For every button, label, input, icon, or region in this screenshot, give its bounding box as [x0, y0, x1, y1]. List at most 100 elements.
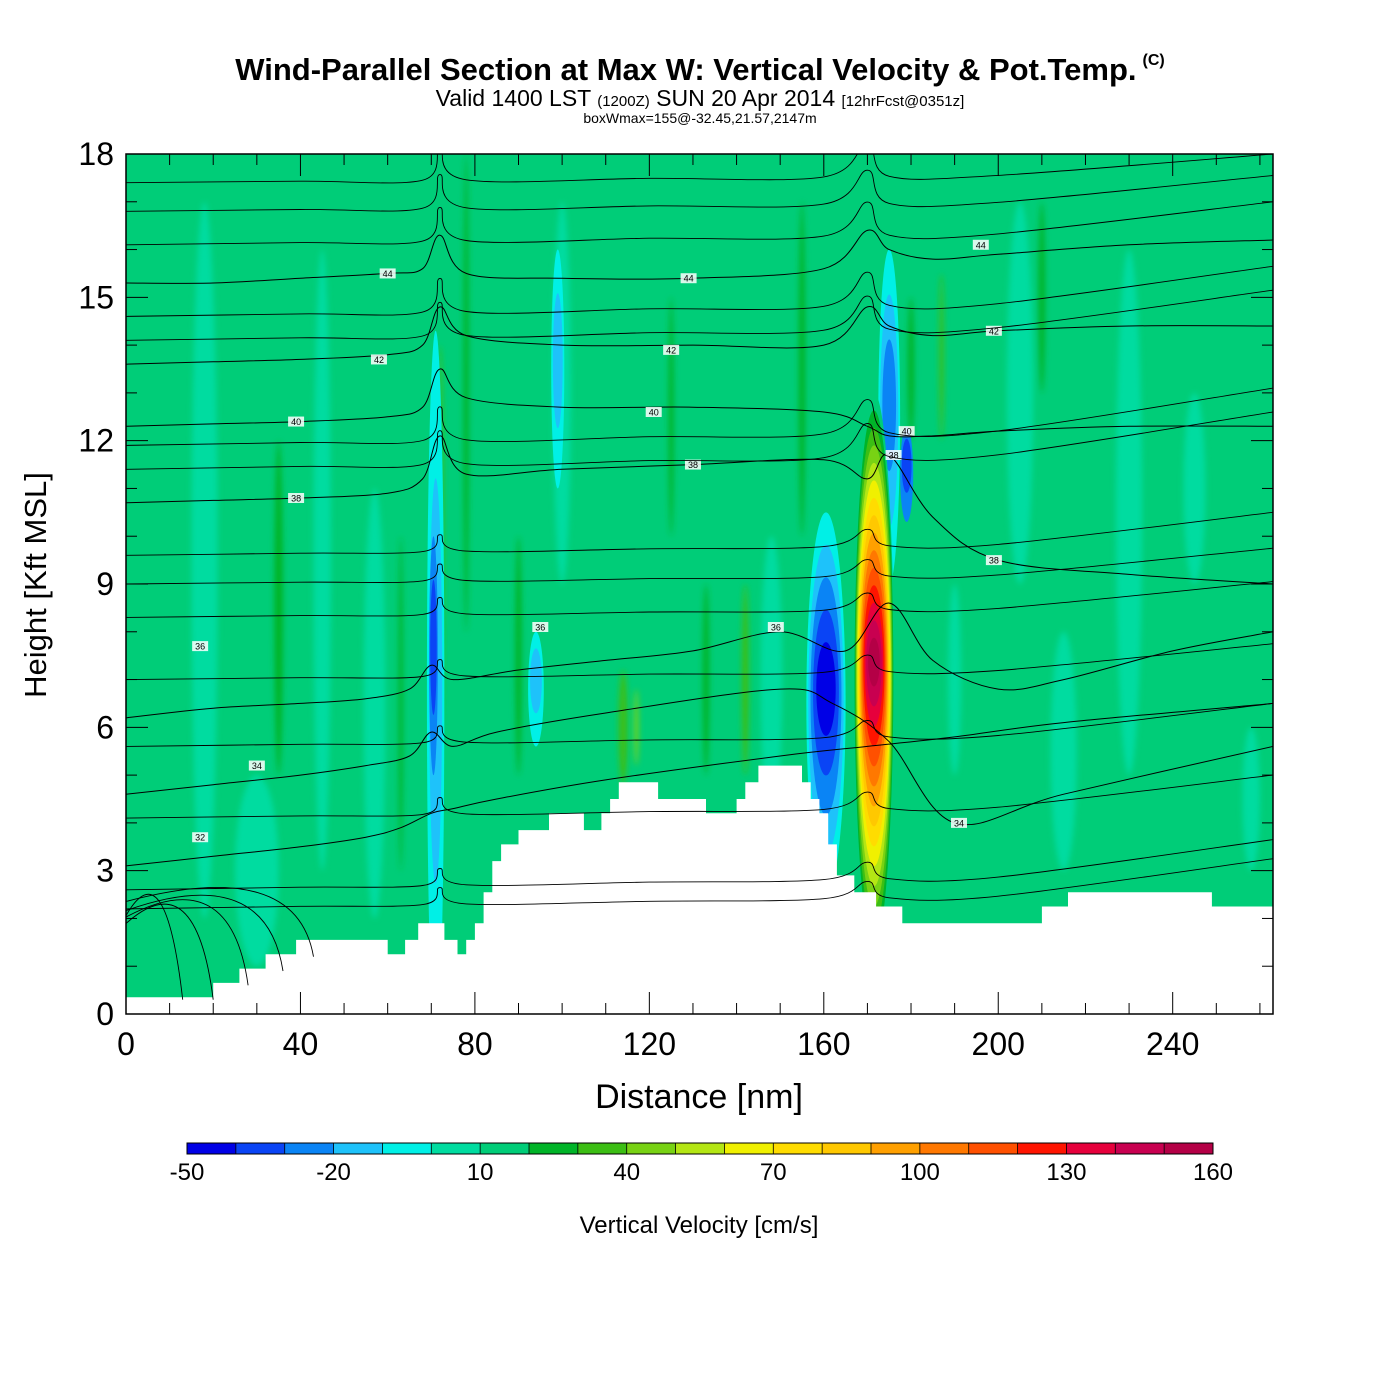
- field-streak: [1050, 631, 1077, 871]
- isentrope-label-text: 36: [771, 623, 781, 633]
- downdraft-streak-upper: [551, 249, 565, 489]
- isentrope-line: [126, 265, 1273, 317]
- isentrope-label: 34: [248, 760, 265, 771]
- field-streak: [668, 297, 674, 537]
- field-streak: [742, 584, 749, 776]
- isentrope-label-bg: [985, 555, 1002, 566]
- isentrope-label: 42: [985, 325, 1002, 336]
- contour-band: [816, 642, 836, 736]
- colorbar-swatch: [773, 1143, 823, 1154]
- isentrope-label-bg: [645, 407, 662, 417]
- isentrope-low: [126, 893, 184, 1000]
- field-streaks: [191, 154, 1260, 967]
- colorbar-swatch: [822, 1143, 872, 1154]
- x-tick-label: 40: [283, 1026, 319, 1062]
- isentrope-label-text: 38: [688, 460, 698, 470]
- colorbar-swatch: [1164, 1143, 1214, 1154]
- isentrope-line: [126, 547, 1273, 585]
- isentrope-line: [126, 643, 1273, 681]
- isentrope-label-bg: [680, 273, 697, 284]
- isentrope-label-text: 32: [195, 833, 205, 843]
- isentrope-label-text: 44: [383, 269, 393, 279]
- colorbar-swatch: [1115, 1143, 1165, 1154]
- x-axis-label: Distance [nm]: [595, 1078, 803, 1116]
- x-tick-label: 160: [797, 1026, 850, 1062]
- downdraft-streak-mid: [528, 631, 544, 747]
- colorbar-swatch: [626, 1143, 677, 1154]
- x-tick-label: 240: [1146, 1026, 1199, 1062]
- colorbar-tick-label: -20: [316, 1159, 351, 1186]
- field-streak: [191, 201, 218, 919]
- colorbar-swatch: [284, 1143, 335, 1154]
- field-streak: [907, 297, 915, 441]
- colorbar-label: Vertical Velocity [cm/s]: [580, 1212, 819, 1239]
- isentrope-line: [126, 702, 1273, 747]
- x-tick-label: 200: [972, 1026, 1025, 1062]
- isentrope-label: 34: [950, 817, 967, 828]
- downdraft-core-upper: [900, 426, 914, 522]
- field-streak: [235, 775, 279, 967]
- isentrope-label-text: 42: [374, 355, 384, 365]
- colorbar-tick-label: 100: [900, 1159, 940, 1186]
- plot-area: 32 34 34 36 36 36 38 38 38 38 40 40 40 42 42 42 44 44 44: [125, 153, 1274, 1015]
- y-tick-label: 3: [96, 853, 114, 889]
- colorbar-frame: [186, 1142, 1214, 1155]
- colorbar-swatch: [382, 1143, 432, 1154]
- isentrope-label: 42: [370, 354, 387, 365]
- isentrope-label-text: 42: [989, 326, 999, 336]
- isentrope-label: 44: [972, 239, 989, 250]
- isentrope-label: 38: [684, 459, 701, 470]
- isentrope-line: [126, 858, 1273, 910]
- field-streak: [618, 670, 628, 785]
- isentrope-label-bg: [192, 641, 209, 652]
- isentrope-label-bg: [532, 622, 549, 632]
- colorbar-tick-label: 10: [467, 1159, 494, 1186]
- y-tick-label: 9: [96, 566, 114, 602]
- downdraft-core-west: [429, 536, 438, 776]
- isentrope-label-text: 38: [989, 556, 999, 566]
- isentrope-line: [126, 289, 1273, 341]
- isentrope-label: 42: [663, 344, 680, 355]
- isentrope-label-bg: [898, 426, 915, 437]
- isentrope-label-bg: [192, 832, 209, 843]
- x-tick-label: 0: [117, 1026, 135, 1062]
- isentrope-label-text: 40: [649, 408, 659, 418]
- isentrope-label-bg: [370, 354, 387, 365]
- y-axis-label: Height [Kft MSL]: [18, 472, 53, 698]
- isentrope-label-text: 38: [889, 451, 899, 461]
- x-axis: 0 40 80 120 160 200 240: [117, 154, 1261, 1062]
- isentrope-label-bg: [379, 268, 396, 279]
- contour-band: [882, 339, 897, 472]
- isentrope-label: 38: [985, 555, 1002, 566]
- field-streak: [760, 536, 783, 823]
- copyright-mark: (C): [1142, 52, 1165, 69]
- colorbar-tick-label: 130: [1046, 1159, 1086, 1186]
- isentrope-label: 36: [532, 622, 549, 633]
- colorbar-tick-label: -50: [170, 1159, 205, 1186]
- field-streak: [939, 273, 944, 441]
- y-tick-label: 15: [78, 279, 114, 315]
- contour-band: [430, 579, 437, 715]
- isentrope-label: 32: [192, 832, 209, 843]
- valid-prefix: Valid 1400 LST: [435, 85, 591, 111]
- valid-utc: (1200Z): [597, 93, 650, 110]
- contour-band: [530, 648, 542, 714]
- contour-band: [901, 438, 912, 493]
- isentrope-line: [126, 169, 1273, 212]
- field-streak: [1115, 249, 1143, 776]
- colorbar-swatch: [1017, 1143, 1067, 1154]
- isentrope-label-text: 36: [195, 642, 205, 652]
- isentrope-low: [126, 887, 314, 957]
- x-tick-label: 120: [623, 1026, 676, 1062]
- isentrope-label-text: 44: [684, 274, 694, 284]
- field-streak: [1038, 201, 1046, 393]
- colorbar-tick-label: 70: [760, 1159, 787, 1186]
- isentrope-label: 38: [288, 493, 305, 504]
- isentrope-label-bg: [885, 450, 902, 460]
- colorbar-swatch: [871, 1143, 921, 1154]
- colorbar-swatch: [724, 1143, 774, 1154]
- isentrope-line: [126, 581, 1273, 618]
- colorbar-swatch: [675, 1143, 725, 1154]
- y-tick-label: 6: [96, 709, 114, 745]
